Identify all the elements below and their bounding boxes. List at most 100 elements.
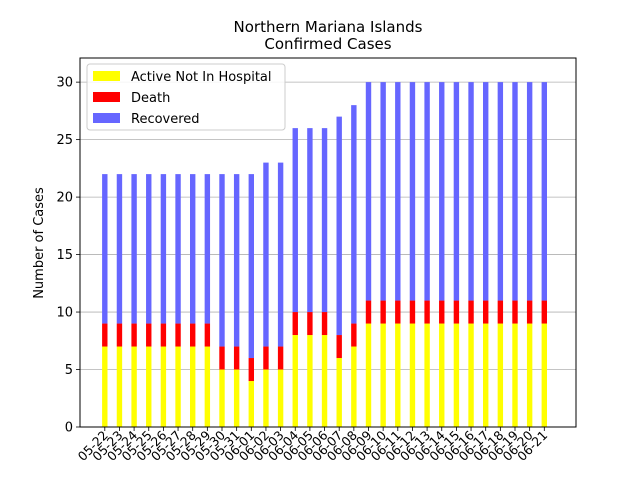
- bar-segment: [190, 323, 196, 347]
- bar-segment: [439, 82, 445, 301]
- bar-segment: [351, 105, 357, 324]
- y-tick-label: 0: [65, 421, 73, 436]
- bar-segment: [336, 335, 342, 359]
- bar-segment: [483, 82, 489, 301]
- legend-label: Recovered: [131, 112, 200, 127]
- bar-segment: [541, 300, 547, 324]
- bar-segment: [497, 323, 504, 427]
- bar-segment: [380, 300, 386, 324]
- bar-segment: [102, 346, 108, 427]
- x-axis: 05-2205-2305-2405-2505-2605-2705-2805-29…: [75, 427, 550, 464]
- bar-segment: [219, 346, 225, 370]
- y-tick-label: 5: [65, 363, 73, 378]
- bar-segment: [409, 300, 416, 324]
- legend-swatch: [93, 113, 120, 123]
- bar-segment: [102, 323, 108, 347]
- bar-segment: [307, 335, 313, 427]
- bar-segment: [248, 174, 254, 359]
- bar-segment: [292, 335, 298, 427]
- bar-segment: [131, 346, 137, 427]
- bar-segment: [351, 323, 357, 347]
- bar-segment: [277, 369, 284, 427]
- bar-segment: [453, 82, 460, 301]
- bar-segment: [526, 323, 533, 427]
- bar-segment: [468, 323, 474, 427]
- bar-segment: [175, 346, 181, 427]
- bar-segment: [233, 346, 240, 370]
- bar-segment: [453, 300, 460, 324]
- legend-swatch: [93, 92, 120, 102]
- bar-segment: [116, 323, 123, 347]
- bar-segment: [146, 346, 152, 427]
- legend-label: Death: [131, 91, 170, 106]
- bar-segment: [146, 174, 152, 324]
- bar-segment: [307, 312, 313, 336]
- y-tick-label: 20: [56, 191, 73, 206]
- bar-segment: [395, 300, 401, 324]
- bar-segment: [219, 369, 225, 427]
- bar-segment: [483, 300, 489, 324]
- bar-segment: [336, 116, 342, 336]
- bar-segment: [409, 82, 416, 301]
- bar-segment: [175, 323, 181, 347]
- bar-segment: [512, 300, 518, 324]
- bar-segment: [175, 174, 181, 324]
- bar-segment: [116, 174, 123, 324]
- chart-title: Northern Mariana Islands: [234, 18, 423, 36]
- bar-segment: [190, 174, 196, 324]
- bar-segment: [248, 381, 254, 427]
- bar-segment: [321, 128, 328, 313]
- bar-segment: [336, 358, 342, 427]
- bars-layer: [102, 82, 547, 427]
- bar-segment: [131, 323, 137, 347]
- bar-segment: [365, 82, 372, 301]
- legend-label: Active Not In Hospital: [131, 70, 272, 85]
- bar-segment: [497, 82, 504, 301]
- bar-segment: [439, 300, 445, 324]
- bar-segment: [321, 312, 328, 336]
- bar-segment: [351, 346, 357, 427]
- legend-swatch: [93, 71, 120, 81]
- bar-segment: [263, 346, 269, 370]
- bar-segment: [116, 346, 123, 427]
- bar-segment: [424, 300, 430, 324]
- bar-segment: [380, 323, 386, 427]
- bar-segment: [395, 82, 401, 301]
- bar-segment: [292, 128, 298, 313]
- bar-segment: [395, 323, 401, 427]
- bar-segment: [160, 174, 167, 324]
- bar-segment: [307, 128, 313, 313]
- bar-segment: [512, 82, 518, 301]
- bar-segment: [263, 369, 269, 427]
- y-tick-label: 25: [56, 133, 73, 148]
- bar-segment: [541, 323, 547, 427]
- bar-segment: [277, 346, 284, 370]
- bar-segment: [468, 82, 474, 301]
- bar-segment: [102, 174, 108, 324]
- legend-box: [86, 63, 286, 131]
- bar-segment: [277, 162, 284, 347]
- bar-segment: [160, 323, 167, 347]
- bar-segment: [204, 323, 211, 347]
- bar-segment: [497, 300, 504, 324]
- y-axis: 0 5 10 15 20 25 30: [56, 76, 80, 436]
- bar-segment: [146, 323, 152, 347]
- bar-segment: [526, 300, 533, 324]
- bar-segment: [380, 82, 386, 301]
- bar-segment: [468, 300, 474, 324]
- bar-segment: [365, 300, 372, 324]
- bar-segment: [131, 174, 137, 324]
- bar-segment: [424, 323, 430, 427]
- bar-segment: [233, 369, 240, 427]
- y-tick-label: 10: [56, 306, 73, 321]
- bar-segment: [453, 323, 460, 427]
- bar-segment: [526, 82, 533, 301]
- y-tick-label: 15: [56, 248, 73, 263]
- bar-segment: [263, 162, 269, 347]
- bar-segment: [248, 358, 254, 382]
- bar-segment: [321, 335, 328, 427]
- bar-segment: [424, 82, 430, 301]
- bar-segment: [365, 323, 372, 427]
- bar-segment: [190, 346, 196, 427]
